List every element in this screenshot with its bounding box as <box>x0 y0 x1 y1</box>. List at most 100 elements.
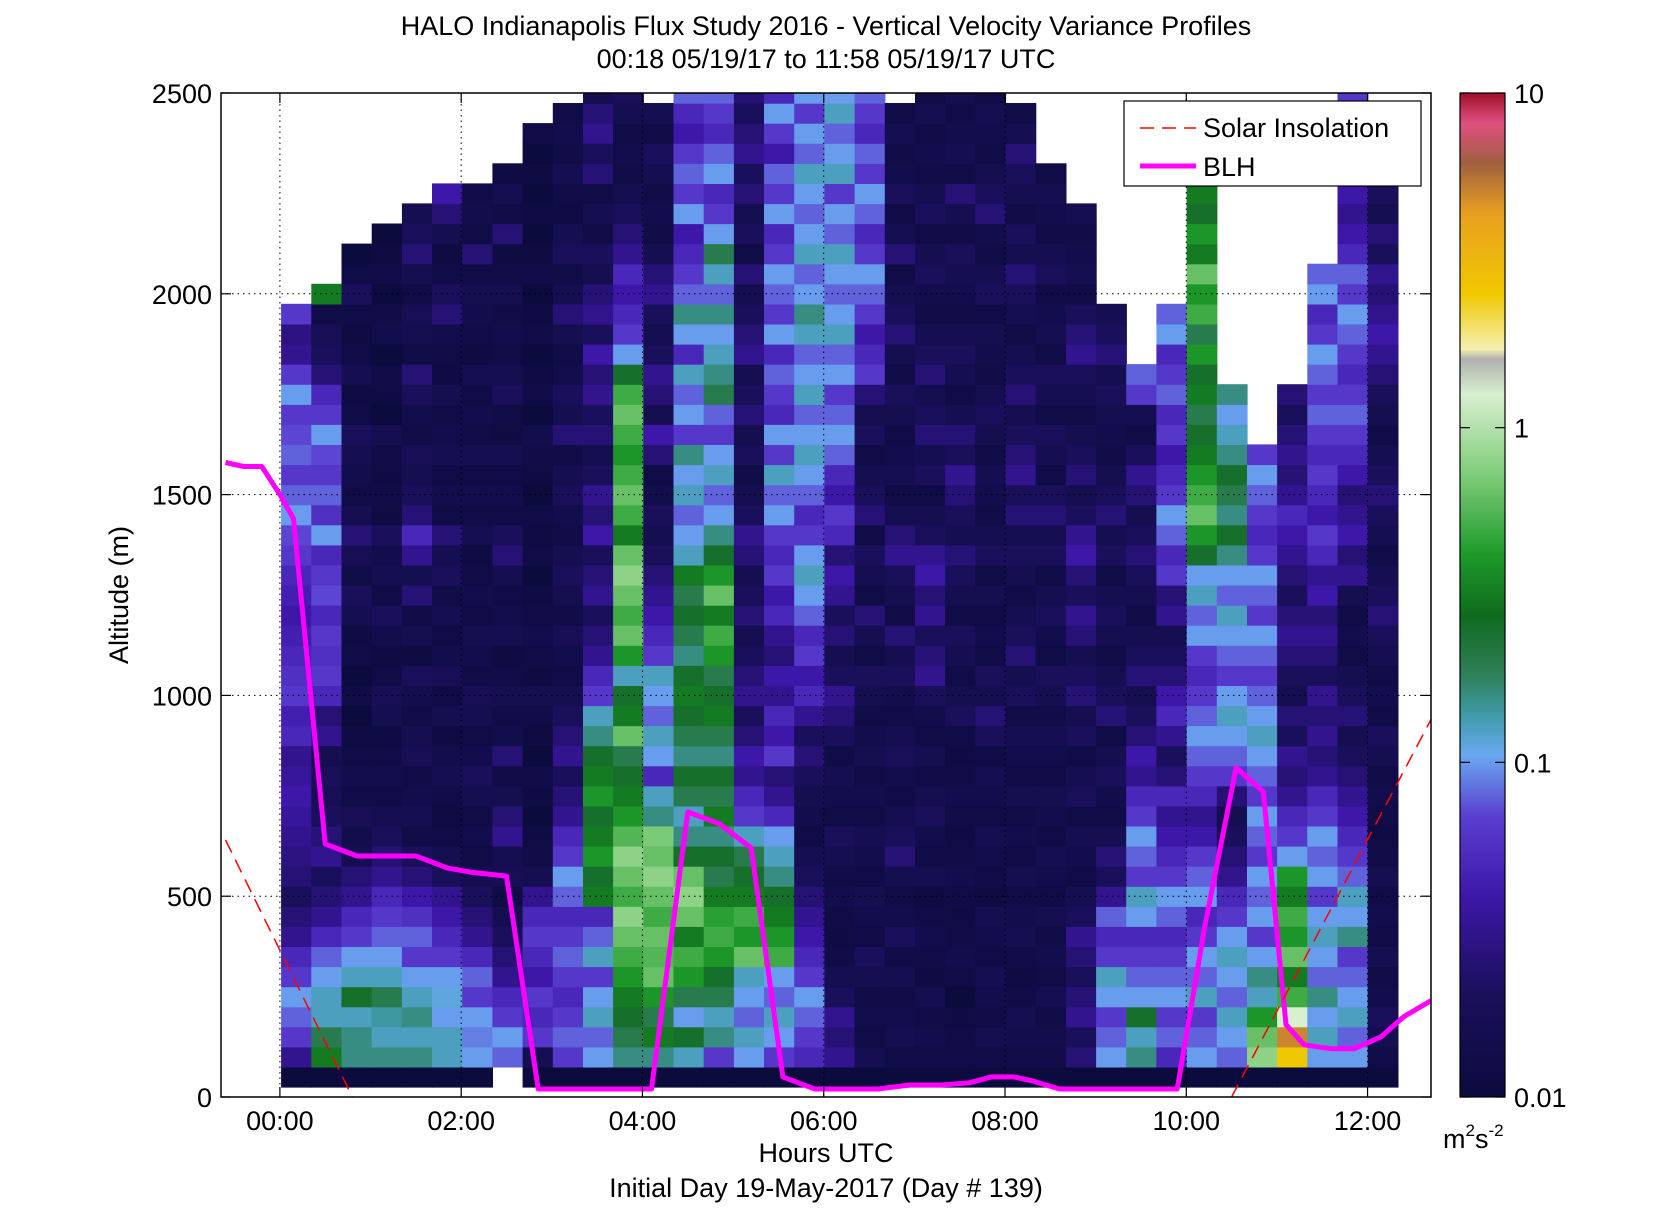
heatmap-cell <box>975 93 1007 104</box>
heatmap-cell <box>1216 886 1248 907</box>
heatmap-cell <box>1065 504 1097 526</box>
heatmap-cell <box>673 645 705 666</box>
heatmap-cell <box>281 966 312 988</box>
heatmap-cell <box>401 424 433 445</box>
heatmap-cell <box>281 866 312 887</box>
heatmap-cell <box>854 444 886 466</box>
heatmap-cell <box>462 444 493 466</box>
heatmap-cell <box>945 926 976 947</box>
heatmap-cell <box>371 785 403 807</box>
heatmap-cell <box>492 725 524 747</box>
heatmap-cell <box>1005 745 1037 767</box>
colorbar-tick-label: 1 <box>1514 414 1529 444</box>
heatmap-cell <box>884 745 916 767</box>
heatmap-cell <box>1337 504 1369 526</box>
heatmap-cell <box>371 605 403 626</box>
heatmap-cell <box>492 665 524 686</box>
heatmap-cell <box>1035 725 1067 747</box>
heatmap-cell <box>884 825 916 847</box>
heatmap-cell <box>341 263 373 285</box>
heatmap-cell <box>915 564 946 586</box>
heatmap-cell <box>1035 705 1067 727</box>
heatmap-cell <box>824 1006 856 1028</box>
heatmap-cell <box>673 183 705 205</box>
heatmap-cell <box>1307 344 1339 365</box>
heatmap-cell <box>764 143 795 164</box>
heatmap-cell <box>764 404 795 425</box>
heatmap-cell <box>1096 946 1127 968</box>
heatmap-cell <box>522 303 554 325</box>
heatmap-cell <box>462 1026 493 1048</box>
heatmap-cell <box>341 1026 373 1048</box>
heatmap-cell <box>1367 464 1399 486</box>
heatmap-cell <box>1065 243 1097 265</box>
colorbar-unit-sup1: 2 <box>1466 1121 1475 1140</box>
heatmap-cell <box>764 946 795 968</box>
heatmap-cell <box>401 625 433 646</box>
heatmap-cell <box>401 384 433 405</box>
heatmap-cell <box>1096 665 1127 686</box>
heatmap-cell <box>1096 605 1127 626</box>
heatmap-cell <box>733 645 765 666</box>
heatmap-cell <box>703 745 735 767</box>
heatmap-cell <box>552 926 584 947</box>
heatmap-cell <box>552 765 584 787</box>
heatmap-cell <box>583 725 614 747</box>
heatmap-cell <box>1216 986 1248 1008</box>
heatmap-cell <box>824 765 856 787</box>
heatmap-cell <box>281 1026 312 1048</box>
heatmap-cell <box>794 384 825 405</box>
heatmap-cell <box>733 444 765 466</box>
heatmap-cell <box>1277 484 1308 506</box>
heatmap-cell <box>1277 444 1308 466</box>
heatmap-cell <box>884 1006 916 1028</box>
heatmap-cell <box>975 886 1007 907</box>
heatmap-cell <box>915 765 946 787</box>
heatmap-cell <box>281 805 312 827</box>
heatmap-cell <box>522 886 554 907</box>
heatmap-cell <box>884 966 916 988</box>
heatmap-cell <box>945 665 976 686</box>
heatmap-cell <box>522 846 554 867</box>
heatmap-cell <box>1367 484 1399 506</box>
heatmap-cell <box>1126 906 1157 927</box>
heatmap-cell <box>1367 825 1399 847</box>
heatmap-cell <box>643 625 675 646</box>
heatmap-cell <box>794 544 825 566</box>
heatmap-cell <box>703 444 735 466</box>
heatmap-cell <box>371 524 403 546</box>
blh-line <box>224 460 1431 1092</box>
heatmap-cell <box>1337 846 1369 867</box>
heatmap-cell <box>1277 384 1308 405</box>
heatmap-cell <box>643 825 675 847</box>
heatmap-cell <box>1337 866 1369 887</box>
heatmap-cell <box>462 605 493 626</box>
heatmap-cell <box>371 364 403 385</box>
heatmap-cell <box>794 464 825 486</box>
heatmap-cell <box>613 103 644 124</box>
heatmap-cell <box>703 966 735 988</box>
heatmap-cell <box>854 725 886 747</box>
heatmap-cell <box>1065 303 1097 325</box>
heatmap-cell <box>1216 645 1248 666</box>
heatmap-cell <box>311 424 343 445</box>
heatmap-cell <box>1247 625 1278 646</box>
heatmap-cell <box>945 203 976 225</box>
heatmap-cell <box>1216 745 1248 767</box>
heatmap-cell <box>1096 303 1127 325</box>
heatmap-cell <box>1096 444 1127 466</box>
heatmap-cell <box>975 645 1007 666</box>
heatmap-cell <box>1277 906 1308 927</box>
heatmap-cell <box>341 1006 373 1028</box>
heatmap-cell <box>673 765 705 787</box>
heatmap-cell <box>1307 946 1339 968</box>
heatmap-cell <box>371 705 403 727</box>
heatmap-cell <box>794 103 825 124</box>
heatmap-cell <box>673 524 705 546</box>
heatmap-cell <box>492 785 524 807</box>
heatmap-cell <box>733 103 765 124</box>
heatmap-cell <box>1096 484 1127 506</box>
heatmap-cell <box>854 243 886 265</box>
heatmap-cell <box>341 243 373 265</box>
heatmap-cell <box>1005 705 1037 727</box>
